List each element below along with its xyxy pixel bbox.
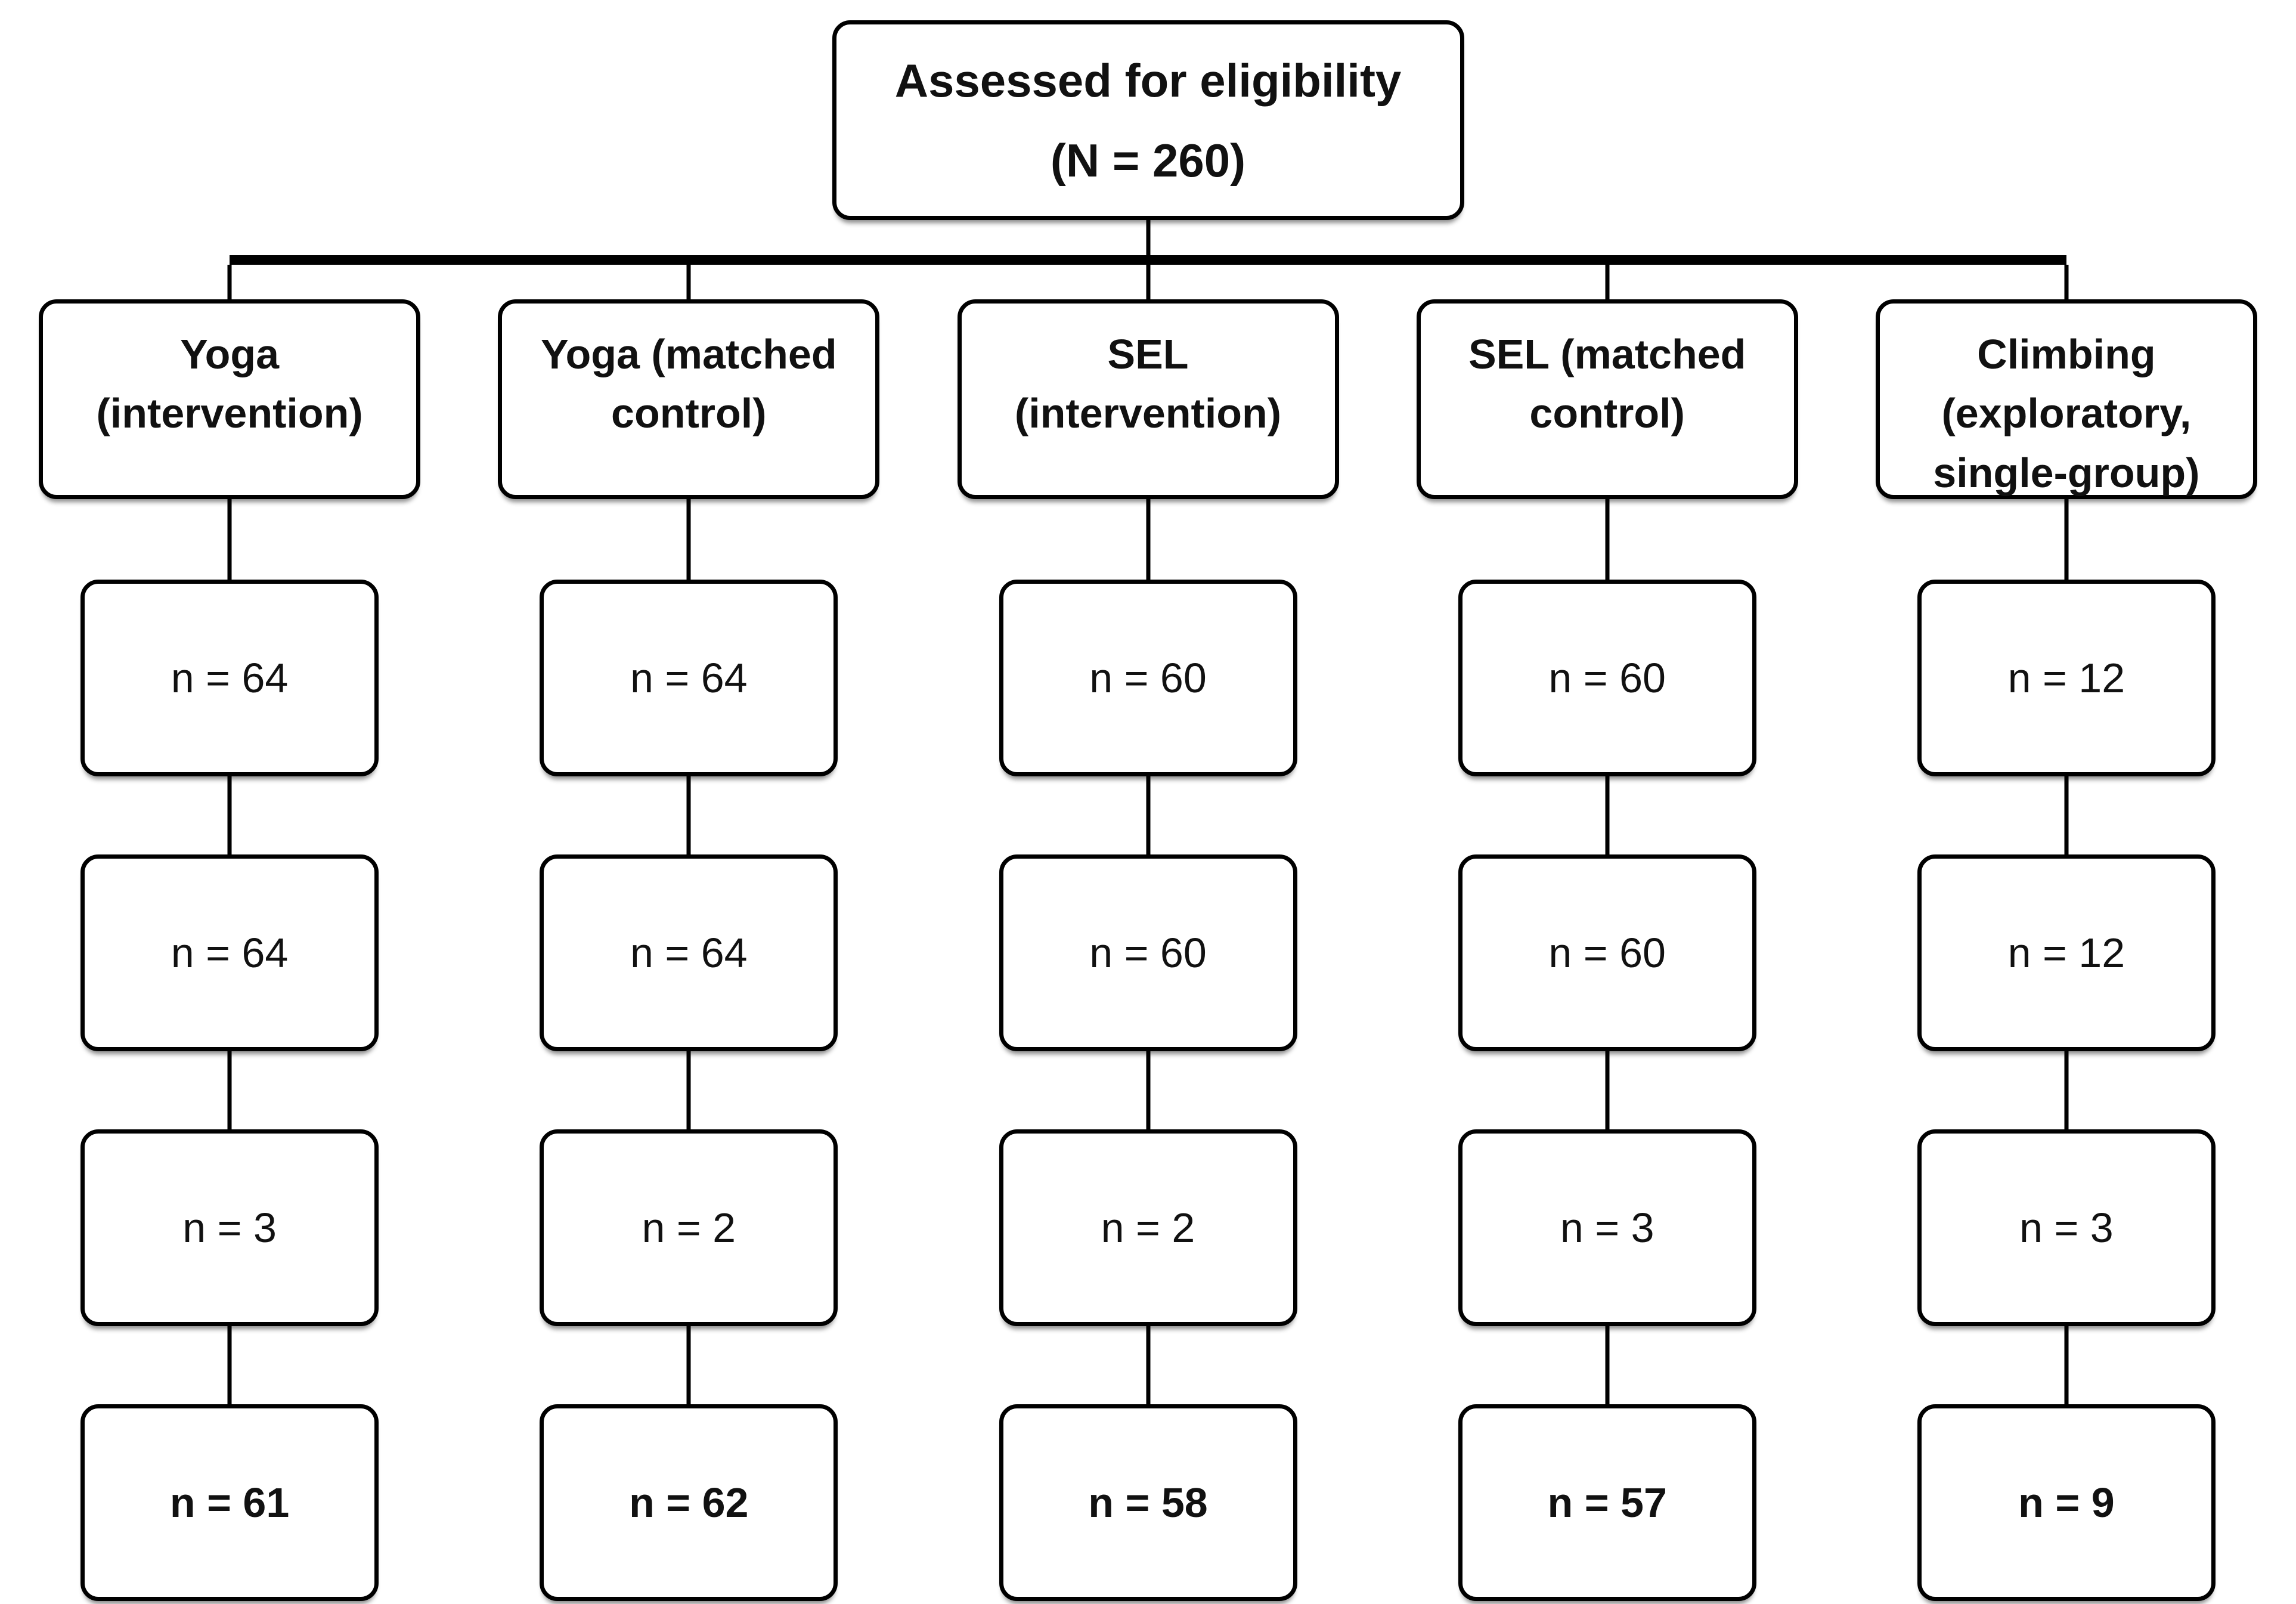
connector-yoga-control-2 — [686, 776, 691, 854]
connector-sel-intervention-3 — [1146, 1051, 1150, 1129]
connector-sel-intervention-1 — [1146, 499, 1150, 580]
climbing-stage3-box: n = 3 — [1917, 1129, 2216, 1326]
sel-control-stage1-box: n = 60 — [1458, 580, 1756, 776]
sel-control-stage2-box: n = 60 — [1458, 854, 1756, 1051]
yoga-intervention-stage2-box: n = 64 — [80, 854, 379, 1051]
climbing-final-box: n = 9 — [1917, 1404, 2216, 1601]
yoga-control-stage1-box: n = 64 — [540, 580, 838, 776]
connector-climbing-2 — [2064, 776, 2069, 854]
sel-intervention-stage1-box: n = 60 — [999, 580, 1297, 776]
connector-climbing-3 — [2064, 1051, 2069, 1129]
connector-yoga-intervention-2 — [227, 776, 232, 854]
eligibility-title: Assessed for eligibility — [894, 54, 1402, 107]
connector-drop-sel-control — [1605, 265, 1610, 299]
connector-yoga-intervention-3 — [227, 1051, 232, 1129]
climbing-header-box: Climbing (exploratory, single-group) — [1875, 299, 2257, 499]
yoga-control-final-box: n = 62 — [540, 1404, 838, 1601]
sel-intervention-final-box: n = 58 — [999, 1404, 1297, 1601]
climbing-stage1-box: n = 12 — [1917, 580, 2216, 776]
yoga-control-header-box: Yoga (matched control) — [498, 299, 880, 499]
connector-yoga-control-3 — [686, 1051, 691, 1129]
connector-yoga-intervention-1 — [227, 499, 232, 580]
connector-drop-climbing — [2064, 265, 2069, 299]
connector-yoga-intervention-4 — [227, 1326, 232, 1404]
yoga-control-stage2-box: n = 64 — [540, 854, 838, 1051]
sel-control-stage3-box: n = 3 — [1458, 1129, 1756, 1326]
yoga-intervention-stage3-box: n = 3 — [80, 1129, 379, 1326]
sel-control-final-box: n = 57 — [1458, 1404, 1756, 1601]
yoga-control-stage3-box: n = 2 — [540, 1129, 838, 1326]
connector-drop-sel-intervention — [1146, 265, 1150, 299]
connector-branch-line — [230, 255, 2066, 265]
connector-yoga-control-4 — [686, 1326, 691, 1404]
connector-yoga-control-1 — [686, 499, 691, 580]
connector-climbing-4 — [2064, 1326, 2069, 1404]
connector-drop-yoga-control — [686, 265, 691, 299]
eligibility-count: (N = 260) — [1050, 134, 1246, 187]
connector-sel-control-4 — [1605, 1326, 1610, 1404]
connector-sel-intervention-2 — [1146, 776, 1150, 854]
climbing-stage2-box: n = 12 — [1917, 854, 2216, 1051]
connector-root-stub — [1146, 220, 1150, 256]
sel-control-header-box: SEL (matched control) — [1416, 299, 1798, 499]
yoga-intervention-final-box: n = 61 — [80, 1404, 379, 1601]
connector-sel-intervention-4 — [1146, 1326, 1150, 1404]
sel-intervention-stage3-box: n = 2 — [999, 1129, 1297, 1326]
sel-intervention-stage2-box: n = 60 — [999, 854, 1297, 1051]
connector-sel-control-1 — [1605, 499, 1610, 580]
yoga-intervention-stage1-box: n = 64 — [80, 580, 379, 776]
connector-sel-control-2 — [1605, 776, 1610, 854]
sel-intervention-header-box: SEL (intervention) — [957, 299, 1339, 499]
eligibility-box: Assessed for eligibility (N = 260) — [832, 20, 1464, 220]
connector-drop-yoga-intervention — [227, 265, 232, 299]
connector-sel-control-3 — [1605, 1051, 1610, 1129]
connector-climbing-1 — [2064, 499, 2069, 580]
yoga-intervention-header-box: Yoga (intervention) — [39, 299, 421, 499]
